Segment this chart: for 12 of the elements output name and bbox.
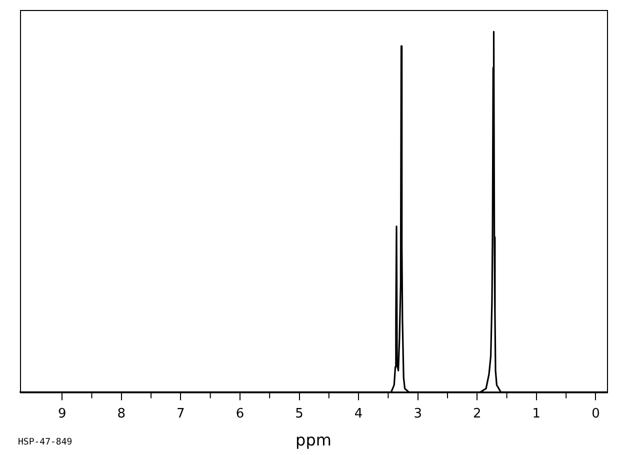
x-tick-label: 5 [295, 406, 304, 422]
text: HSP-47-849 [18, 437, 72, 448]
x-tick-label: 4 [354, 406, 363, 422]
x-tick-label: 0 [592, 406, 600, 422]
x-tick-label: 9 [58, 406, 66, 422]
x-tick-label: 1 [532, 406, 541, 422]
x-tick-label: 2 [473, 406, 482, 422]
x-tick-label: 8 [117, 406, 126, 422]
x-tick-label: 7 [176, 406, 185, 422]
x-tick-label: 6 [236, 406, 244, 422]
x-axis-title: ppm [296, 430, 332, 450]
x-tick-label: 3 [414, 406, 422, 422]
